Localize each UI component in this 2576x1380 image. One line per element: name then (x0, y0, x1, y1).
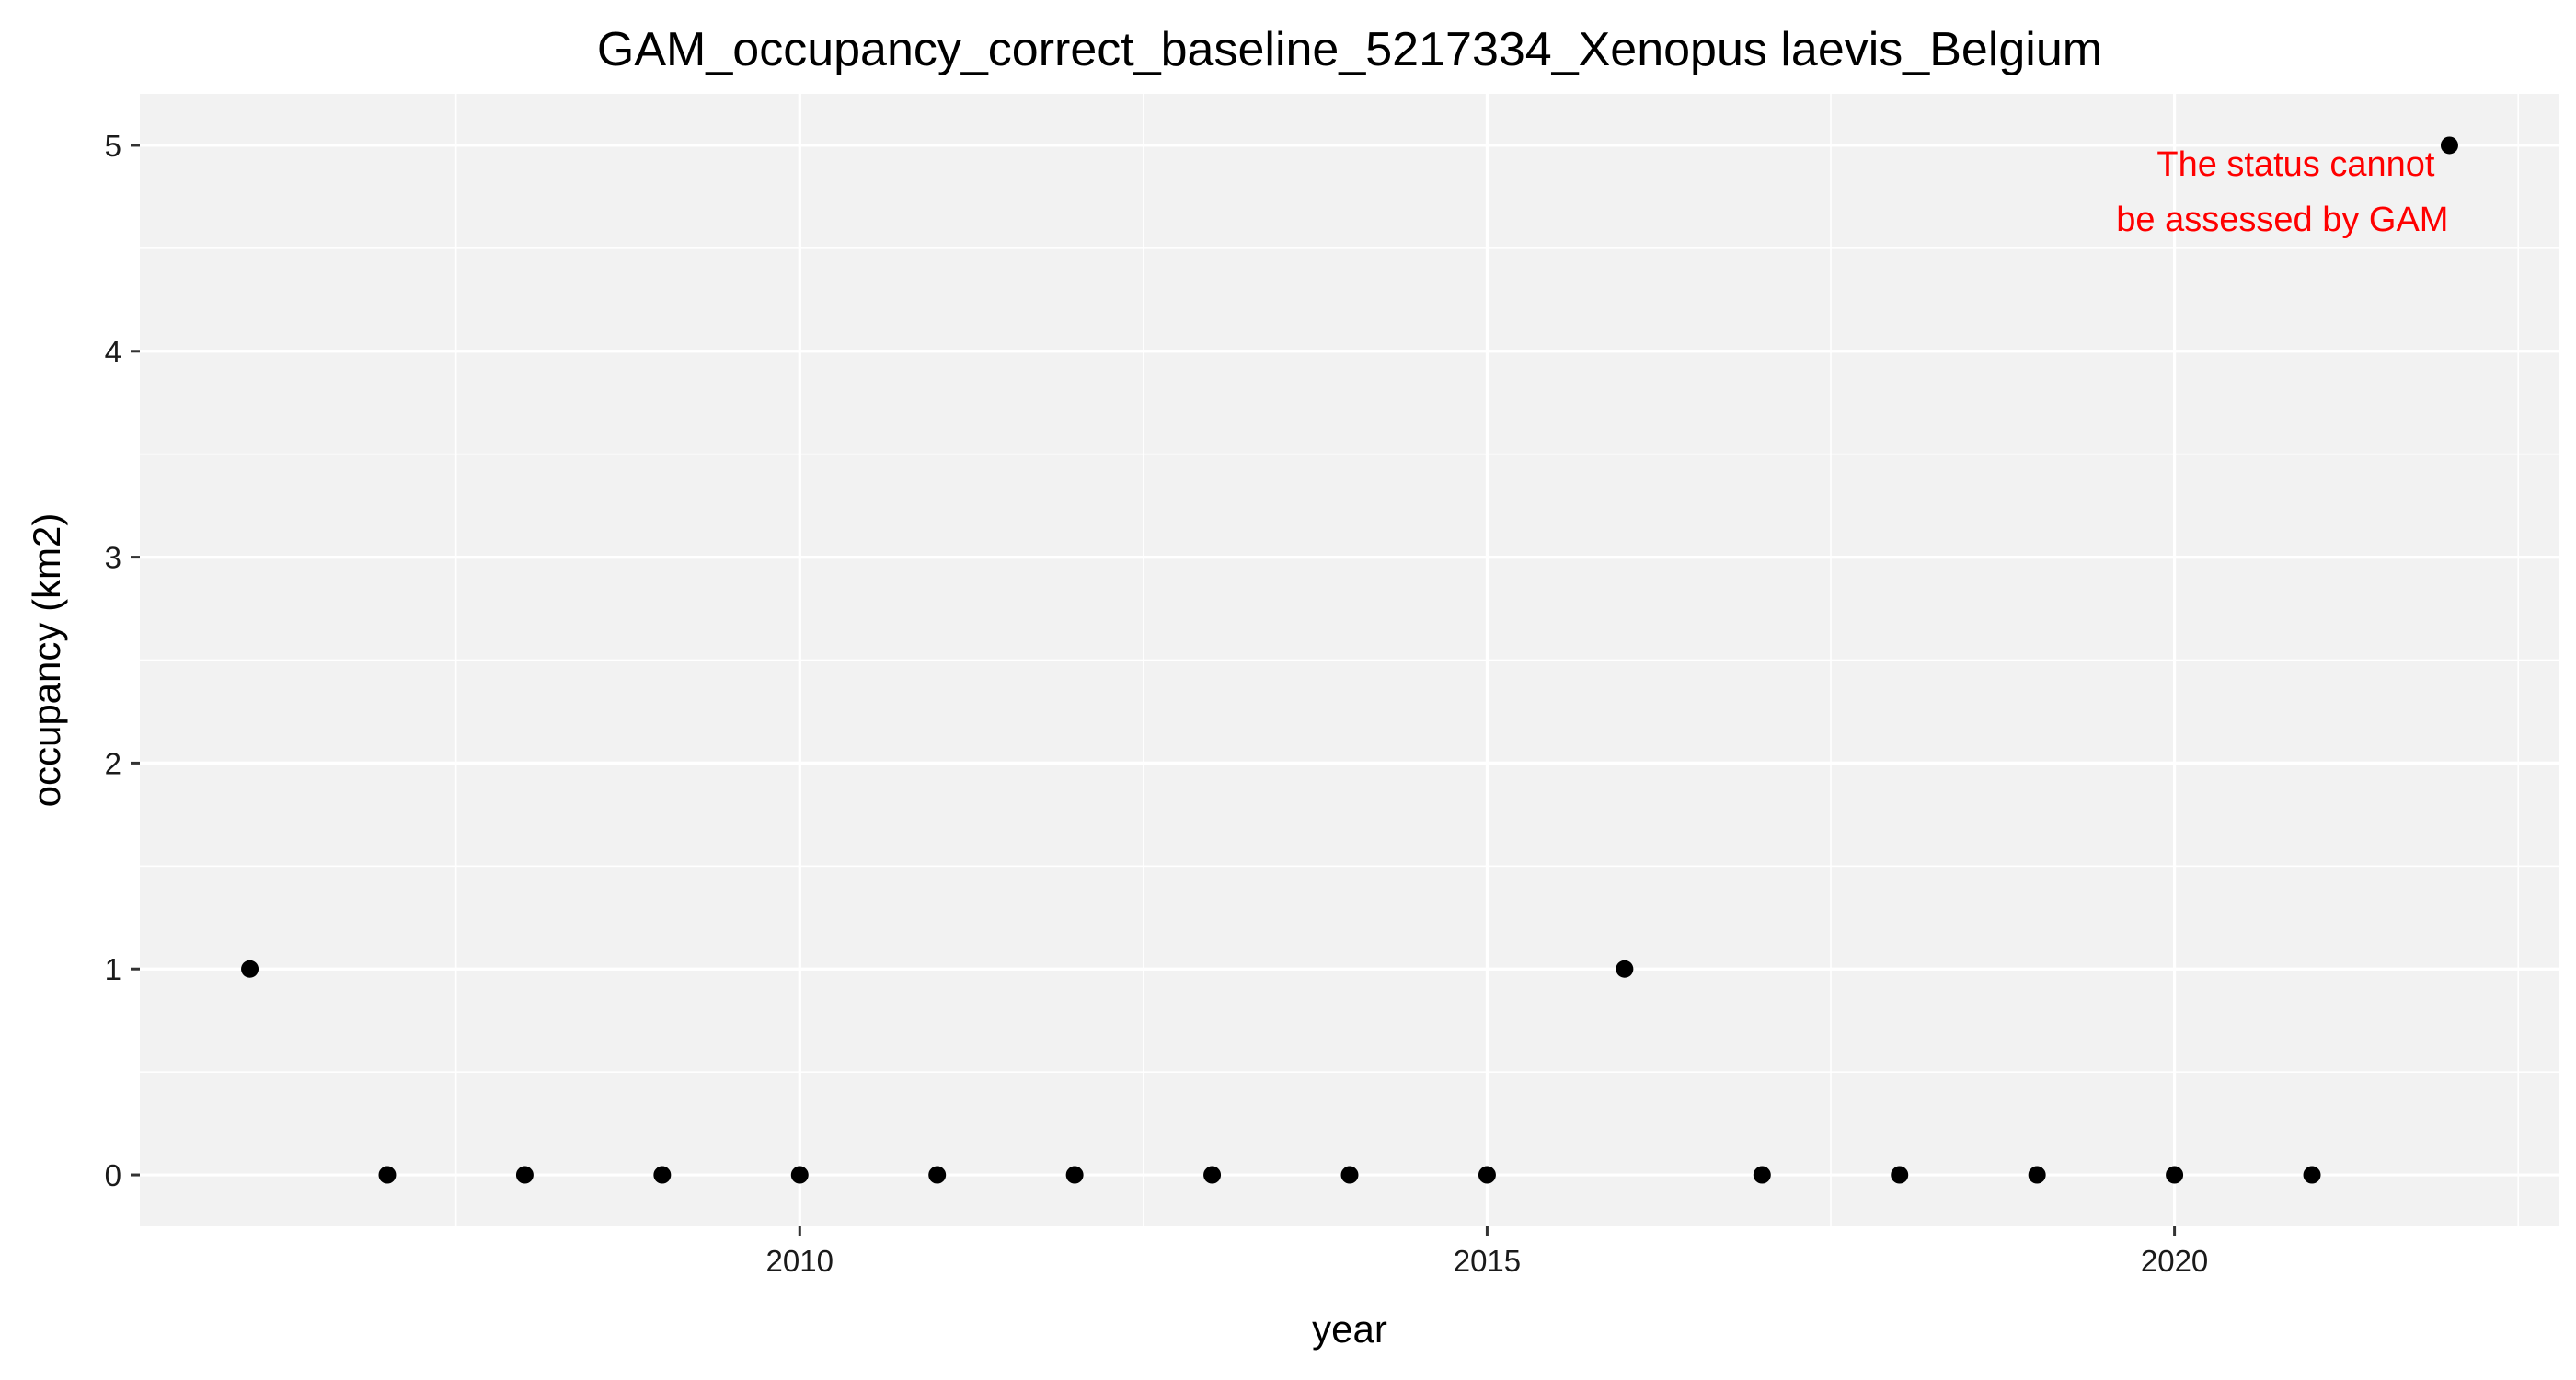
data-point (2440, 136, 2458, 155)
y-tick-label: 5 (105, 129, 121, 163)
data-point (790, 1166, 809, 1184)
x-axis-title: year (1312, 1307, 1387, 1351)
y-tick-label: 2 (105, 746, 121, 780)
x-tick-label: 2015 (1454, 1244, 1521, 1278)
y-tick-label: 4 (105, 335, 121, 369)
data-point (1891, 1166, 1909, 1184)
data-point (378, 1166, 397, 1184)
data-point (2303, 1166, 2321, 1184)
x-tick-label: 2020 (2141, 1244, 2208, 1278)
y-tick-label: 3 (105, 541, 121, 575)
annotation-line-1: The status cannot (2156, 145, 2435, 184)
data-point (928, 1166, 947, 1184)
data-point (241, 960, 259, 978)
data-point (653, 1166, 672, 1184)
data-point (1616, 960, 1634, 978)
x-tick-label: 2010 (766, 1244, 834, 1278)
data-point (1478, 1166, 1496, 1184)
data-points (241, 136, 2458, 1184)
y-tick-label: 0 (105, 1158, 121, 1192)
y-tick-label: 1 (105, 952, 121, 986)
axis-ticks: 0 1 2 3 4 5 2010 2015 2020 (105, 129, 2209, 1278)
chart-title: GAM_occupancy_correct_baseline_5217334_X… (597, 23, 2102, 76)
y-axis-title: occupancy (km2) (25, 513, 68, 808)
annotation-line-2: be assessed by GAM (2116, 201, 2448, 239)
grid-minor-lines (140, 94, 2559, 1226)
data-point (2028, 1166, 2046, 1184)
data-point (2166, 1166, 2184, 1184)
data-point (1340, 1166, 1359, 1184)
data-point (1753, 1166, 1771, 1184)
data-point (515, 1166, 534, 1184)
data-point (1203, 1166, 1222, 1184)
data-point (1065, 1166, 1084, 1184)
grid-major-lines (140, 94, 2559, 1226)
